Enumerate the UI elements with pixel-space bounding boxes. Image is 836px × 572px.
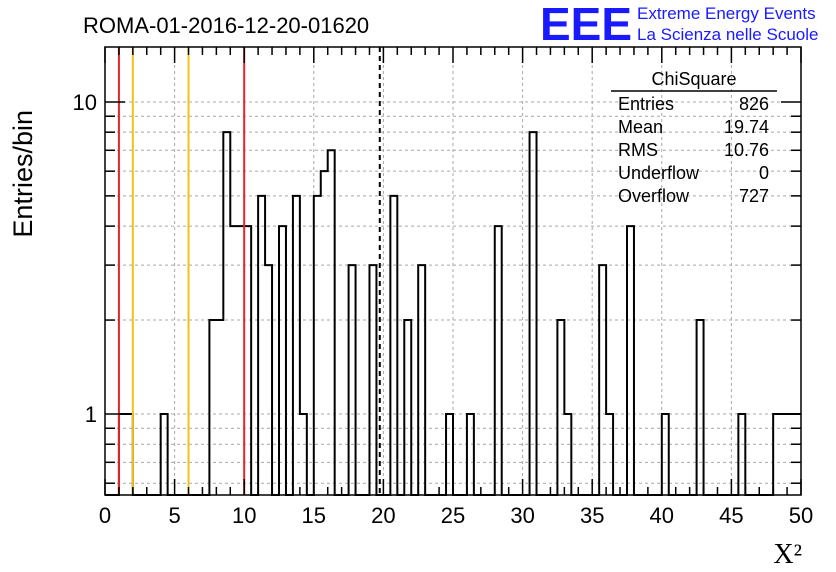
axis-tick-labels: 0 5 10 15 20 25 30 35 40 45 50 1 10: [73, 90, 814, 528]
histogram-bin: [627, 226, 634, 495]
logo-eee-text: EEE: [540, 0, 632, 50]
histogram-bin: [780, 414, 787, 495]
stats-row-label: Underflow: [618, 163, 700, 183]
stats-row-label: Mean: [618, 117, 663, 137]
x-tick-label: 30: [510, 503, 534, 528]
x-tick-label: 45: [719, 503, 743, 528]
x-tick-label: 15: [302, 503, 326, 528]
chart-title: ROMA-01-2016-12-20-01620: [83, 13, 369, 38]
x-tick-label: 35: [580, 503, 604, 528]
histogram-bin: [265, 265, 272, 495]
logo-line-2: La Scienza nelle Scuole: [637, 25, 818, 44]
histogram-bin: [390, 196, 397, 495]
y-tick-label: 10: [73, 90, 97, 115]
histogram-bin: [300, 414, 307, 495]
histogram-bin: [328, 150, 335, 495]
histogram-bin: [467, 414, 474, 495]
stats-row-value: 10.76: [724, 140, 769, 160]
histogram-bin: [773, 414, 780, 495]
histogram-bin: [697, 320, 704, 495]
histogram-bin: [230, 226, 237, 495]
x-tick-label: 25: [441, 503, 465, 528]
x-tick-label: 20: [371, 503, 395, 528]
histogram-bin: [223, 132, 230, 495]
x-tick-label: 10: [232, 503, 256, 528]
histogram-bin: [258, 196, 265, 495]
axis-ticks: [104, 47, 802, 495]
histogram-bin: [606, 414, 613, 495]
stats-row-label: Overflow: [618, 186, 690, 206]
stats-row-value: 0: [759, 163, 769, 183]
histogram-bin: [404, 320, 411, 495]
eee-logo: EEE Extreme Energy Events La Scienza nel…: [540, 0, 818, 50]
histogram-bin: [119, 414, 126, 495]
x-tick-label: 40: [650, 503, 674, 528]
histogram-bin: [216, 320, 223, 495]
x-tick-label: 0: [99, 503, 111, 528]
histogram-bin: [369, 265, 376, 495]
histogram-bin: [321, 171, 328, 495]
histogram-bin: [237, 226, 244, 495]
stats-row-label: RMS: [618, 140, 658, 160]
histogram-bin: [161, 414, 168, 495]
histogram-bin: [349, 265, 356, 495]
x-tick-label: 5: [168, 503, 180, 528]
y-tick-label: 1: [85, 402, 97, 427]
histogram-bin: [418, 265, 425, 495]
logo-line-1: Extreme Energy Events: [637, 4, 816, 23]
histogram-bin: [244, 226, 251, 495]
stats-row-value: 727: [739, 186, 769, 206]
stats-rows: Entries 826 Mean 19.74 RMS 10.76 Underflow 0 Ove…: [618, 94, 769, 206]
stats-row-value: 826: [739, 94, 769, 114]
stats-title: ChiSquare: [651, 69, 736, 89]
histogram-bin: [279, 226, 286, 495]
histogram-bin: [738, 414, 745, 495]
x-axis-label: X²: [773, 539, 802, 570]
x-tick-label: 50: [789, 503, 813, 528]
stats-box: ChiSquare Entries 826 Mean 19.74 RMS 10.76 Und…: [611, 69, 777, 206]
histogram-bin: [126, 414, 133, 495]
histogram-bin: [557, 320, 564, 495]
reference-lines: [117, 47, 381, 495]
histogram-bin: [293, 196, 300, 495]
histogram-bin: [446, 414, 453, 495]
histogram-bin: [564, 414, 571, 495]
stats-row-value: 19.74: [724, 117, 769, 137]
y-axis-label: Entries/bin: [8, 110, 38, 238]
histogram-bin: [662, 414, 669, 495]
histogram-bin: [314, 196, 321, 495]
stats-row-label: Entries: [618, 94, 674, 114]
histogram-bin: [530, 132, 537, 495]
histogram-bin: [599, 265, 606, 495]
histogram-bin: [495, 226, 502, 495]
histogram-bin: [209, 320, 216, 495]
